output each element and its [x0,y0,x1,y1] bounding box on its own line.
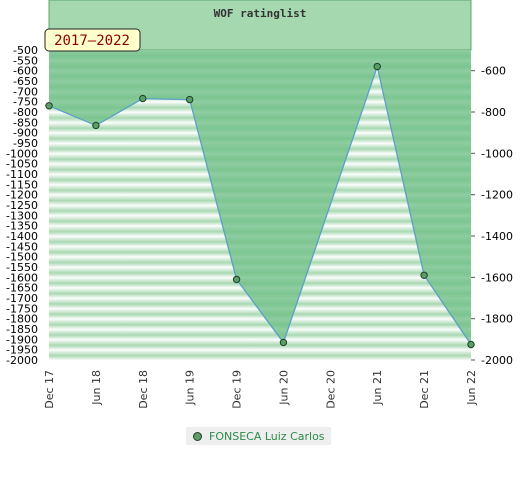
left-tick-label: -750 [13,96,38,109]
x-tick-label: Jun 22 [465,370,478,406]
left-tick-label: -1850 [6,323,38,336]
left-tick-label: -1150 [6,178,38,191]
left-tick-label: -650 [13,75,38,88]
right-tick-label: -1600 [481,271,513,284]
plot-band [49,329,471,340]
left-tick-label: -1250 [6,199,38,212]
left-tick-label: -1450 [6,240,38,253]
left-tick-label: -1700 [6,292,38,305]
period-badge-label: 2017–2022 [54,33,130,49]
plot-band [49,349,471,361]
legend-marker-icon [193,431,202,441]
left-tick-label: -1500 [6,251,38,264]
data-point [467,340,475,349]
x-tick-label: Dec 18 [137,370,150,409]
x-tick-label: Dec 19 [231,370,244,409]
data-point [185,95,194,104]
plot-band [49,339,471,351]
legend: FONSECA Luiz Carlos [186,427,331,445]
data-point [92,121,100,130]
x-axis: Dec 17 Jun 18 Dec 18 Jun 19 Dec 19 Jun 20 Dec … [43,370,478,409]
right-tick-label: -800 [481,106,506,119]
left-tick-label: -1350 [6,220,38,233]
data-point [45,102,53,110]
right-axis: -600 -800 -1000 -1200 -1400 -1600 -1800 -2000 [471,65,513,367]
point-layer [45,62,475,349]
right-tick-label: -2000 [481,354,513,367]
left-tick-label: -600 [13,65,38,78]
left-tick-label: -1300 [6,209,38,222]
left-tick-label: -1950 [6,344,38,357]
x-tick-label: Jun 18 [90,370,103,406]
left-tick-label: -1600 [6,271,38,284]
x-tick-label: Jun 20 [277,370,290,406]
right-tick-label: -1800 [481,313,513,326]
left-tick-label: -900 [13,127,38,140]
x-tick-label: Dec 21 [418,370,431,409]
right-tick-label: -1200 [481,189,513,202]
left-tick-label: -1100 [6,168,38,181]
right-tick-label: -1000 [481,147,513,160]
left-tick-label: -700 [13,85,38,98]
x-tick-label: Dec 17 [43,370,56,409]
period-badge-box [44,28,141,52]
left-tick-label: -1200 [6,189,38,202]
plot-band [49,308,471,320]
period-badge: 2017–2022 [44,28,141,52]
data-point [232,275,241,284]
right-tick-label: -600 [481,65,506,78]
chart-title: WOF ratinglist [214,7,307,20]
plot-band [49,318,471,330]
left-tick-label: -1900 [6,333,38,346]
left-tick-label: -1000 [6,147,38,160]
data-point [139,94,147,103]
left-tick-label: -800 [13,106,38,119]
x-tick-label: Jun 21 [371,370,384,406]
left-tick-label: -1550 [6,261,38,274]
data-point [279,338,288,347]
series-area [49,50,471,345]
left-tick-label: -950 [13,137,38,150]
data-point [373,62,381,71]
x-tick-label: Jun 19 [184,370,197,406]
x-tick-label: Dec 20 [324,370,337,409]
left-axis: -500-550-600-650-700-750-800-850-900-950… [6,44,38,367]
left-tick-label: -1050 [6,158,38,171]
data-point [420,271,428,279]
left-tick-label: -550 [13,54,38,67]
left-tick-label: -2000 [6,354,38,367]
left-tick-label: -1400 [6,230,38,243]
left-tick-label: -500 [13,44,38,57]
left-tick-label: -850 [13,116,38,129]
legend-label: FONSECA Luiz Carlos [209,429,325,443]
right-tick-label: -1400 [481,230,513,243]
left-tick-label: -1800 [6,313,38,326]
left-tick-label: -1750 [6,302,38,315]
left-tick-label: -1650 [6,282,38,295]
